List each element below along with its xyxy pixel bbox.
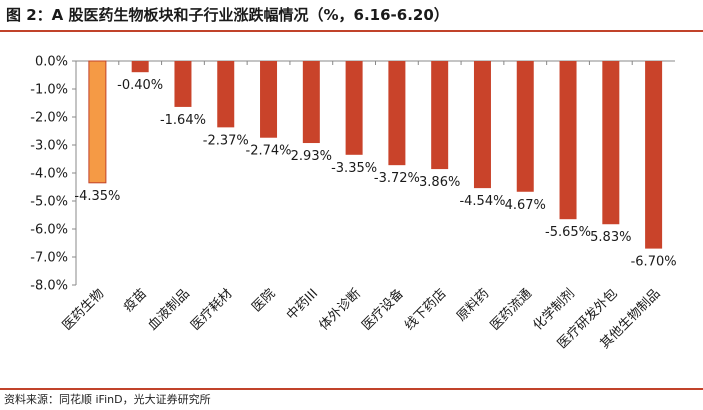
x-tick-label: 疫苗 [120, 286, 150, 316]
data-label: -2.37% [203, 133, 249, 148]
data-label: 5.83% [590, 230, 631, 245]
data-label: -2.74% [246, 144, 292, 159]
x-tick-label: 原料药 [454, 286, 492, 324]
data-label: -3.35% [331, 161, 377, 176]
page-title: 图 2：A 股医药生物板块和子行业涨跌幅情况（%，6.16-6.20） [6, 6, 449, 24]
bar [217, 61, 235, 128]
x-tick-label: 医院 [249, 286, 278, 315]
data-label: -5.65% [545, 225, 591, 240]
x-tick-label: 医药流通 [488, 286, 535, 333]
data-label: -0.40% [117, 78, 163, 93]
y-tick-label: -8.0% [30, 279, 68, 294]
data-label: -1.64% [160, 113, 206, 128]
y-tick-label: 0.0% [35, 55, 68, 70]
y-tick-label: -2.0% [30, 111, 68, 126]
x-tick-label: 血液制品 [145, 286, 192, 333]
data-label: -6.70% [631, 255, 677, 270]
top-divider [0, 30, 703, 32]
bar [131, 61, 149, 73]
bar [345, 61, 363, 155]
y-tick-label: -7.0% [30, 251, 68, 266]
bar [602, 61, 620, 225]
x-tick-label: 中药III [284, 286, 321, 323]
bar [88, 60, 107, 184]
bar [645, 61, 663, 249]
data-label: -4.54% [459, 194, 505, 209]
data-label: -3.72% [374, 171, 420, 186]
bar [431, 61, 449, 170]
bar [302, 61, 320, 144]
x-tick-label: 线下药店 [402, 286, 449, 333]
bar [559, 61, 577, 220]
bar [473, 61, 491, 189]
bar [174, 61, 192, 107]
bottom-divider [0, 388, 703, 390]
y-tick-label: -5.0% [30, 195, 68, 210]
data-label: 4.67% [505, 198, 546, 213]
data-label: 3.86% [419, 175, 460, 190]
x-tick-label: 医疗耗材 [188, 286, 235, 333]
x-tick-label: 体外诊断 [317, 286, 364, 333]
x-tick-label: 医疗设备 [359, 286, 407, 334]
y-tick-label: -1.0% [30, 83, 68, 98]
y-tick-label: -4.0% [30, 167, 68, 182]
bar [388, 61, 406, 166]
bar-chart: 0.0% -1.0% -2.0% -3.0% -4.0% -5.0% -6.0% -7.0% -… [30, 55, 677, 352]
bar [260, 61, 278, 138]
y-tick-label: -6.0% [30, 223, 68, 238]
source-note: 资料来源：同花顺 iFinD，光大证券研究所 [4, 393, 211, 406]
data-label: -4.35% [74, 189, 120, 204]
bar [516, 61, 534, 192]
y-tick-label: -3.0% [30, 139, 68, 154]
data-label: 2.93% [291, 149, 332, 164]
title-bar: 图 2：A 股医药生物板块和子行业涨跌幅情况（%，6.16-6.20） [0, 0, 703, 30]
